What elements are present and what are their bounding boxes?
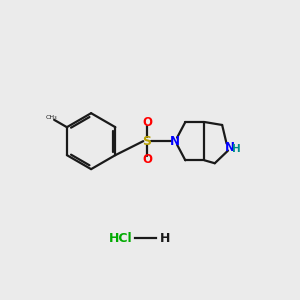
Text: CH₃: CH₃ [46, 115, 58, 120]
Text: S: S [142, 135, 152, 148]
Text: H: H [160, 232, 171, 245]
Text: O: O [142, 153, 152, 166]
Text: N: N [224, 141, 235, 154]
Text: H: H [232, 143, 240, 154]
Text: HCl: HCl [109, 232, 132, 245]
Text: N: N [170, 135, 180, 148]
Text: O: O [142, 116, 152, 129]
